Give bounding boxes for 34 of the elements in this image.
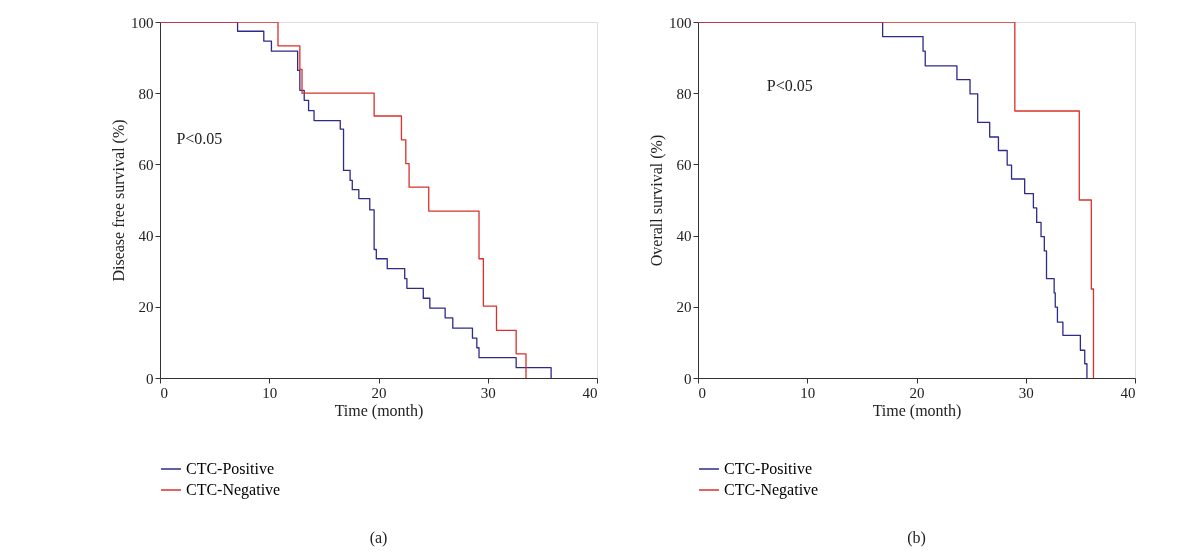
x-tick-label: 20 bbox=[371, 384, 387, 401]
legend-label: CTC-Positive bbox=[186, 460, 275, 477]
y-tick-label: 20 bbox=[138, 299, 154, 316]
y-axis-title: Disease free survival (%) bbox=[110, 119, 128, 282]
y-tick-label: 80 bbox=[138, 85, 154, 102]
x-tick-label: 10 bbox=[800, 384, 816, 401]
y-tick-label: 60 bbox=[676, 156, 692, 173]
y-tick-label: 100 bbox=[669, 14, 692, 31]
legend-label: CTC-Negative bbox=[186, 481, 281, 499]
y-axis-title: Overall survival (%) bbox=[648, 134, 666, 267]
x-tick-label: 40 bbox=[1120, 384, 1136, 401]
text: (b) bbox=[907, 529, 926, 547]
x-tick-label: 0 bbox=[160, 384, 168, 401]
y-tick-label: 60 bbox=[138, 156, 154, 173]
legend-label: CTC-Negative bbox=[724, 481, 819, 499]
y-tick-label: 40 bbox=[138, 228, 154, 245]
y-tick-label: 20 bbox=[676, 299, 692, 316]
y-tick-label: 40 bbox=[676, 228, 692, 245]
y-tick-label: 0 bbox=[146, 370, 154, 387]
legend-label: CTC-Positive bbox=[724, 460, 813, 477]
y-tick-label: 80 bbox=[676, 85, 692, 102]
annotation: P<0.05 bbox=[766, 77, 813, 95]
x-tick-label: 20 bbox=[909, 384, 925, 401]
text: (a) bbox=[369, 529, 388, 547]
annotation: P<0.05 bbox=[176, 130, 223, 148]
x-tick-label: 30 bbox=[1018, 384, 1034, 401]
x-tick-label: 40 bbox=[582, 384, 598, 401]
x-tick-label: 0 bbox=[698, 384, 706, 401]
x-axis-title: Time (month) bbox=[334, 401, 424, 420]
x-axis-title: Time (month) bbox=[872, 401, 962, 420]
x-tick-label: 10 bbox=[262, 384, 278, 401]
x-tick-label: 30 bbox=[480, 384, 496, 401]
y-tick-label: 0 bbox=[684, 370, 692, 387]
y-tick-label: 100 bbox=[131, 14, 154, 31]
